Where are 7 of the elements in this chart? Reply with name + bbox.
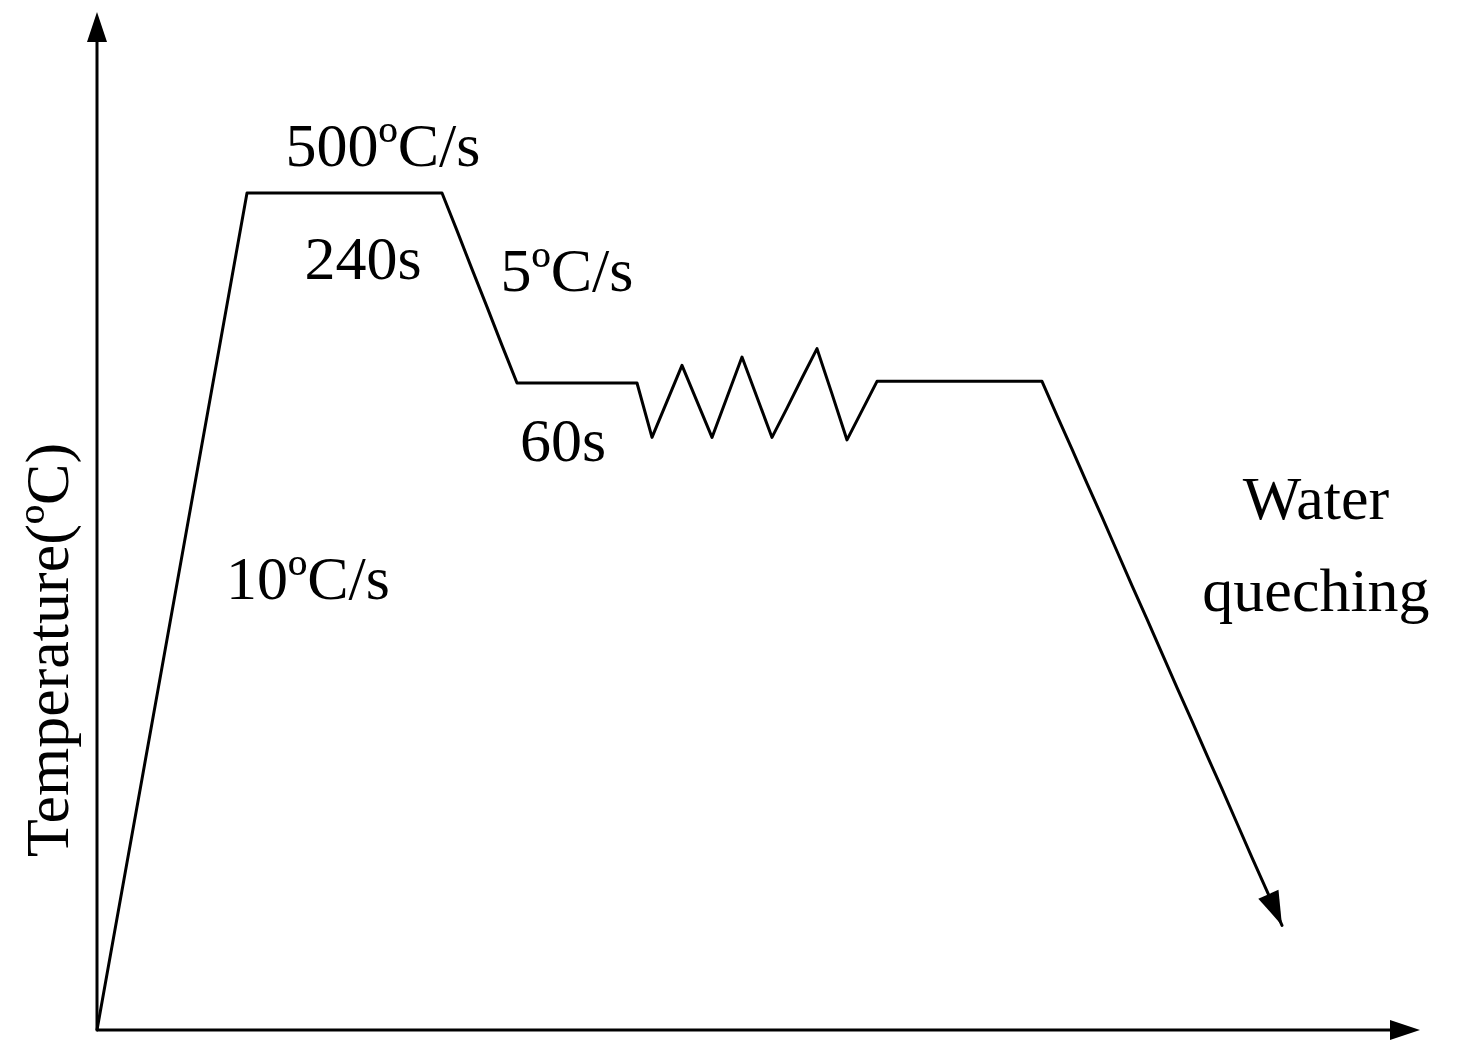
annotation: 240s bbox=[304, 224, 422, 292]
annotation: 5ºC/s bbox=[500, 236, 634, 304]
annotation: 10ºC/s bbox=[226, 544, 390, 612]
text: 500ºC/s bbox=[285, 111, 481, 179]
y-axis-title: Temperature(ºC) bbox=[13, 442, 82, 858]
annotation: 60s bbox=[519, 406, 607, 474]
annotation: Water queching bbox=[1202, 464, 1430, 624]
